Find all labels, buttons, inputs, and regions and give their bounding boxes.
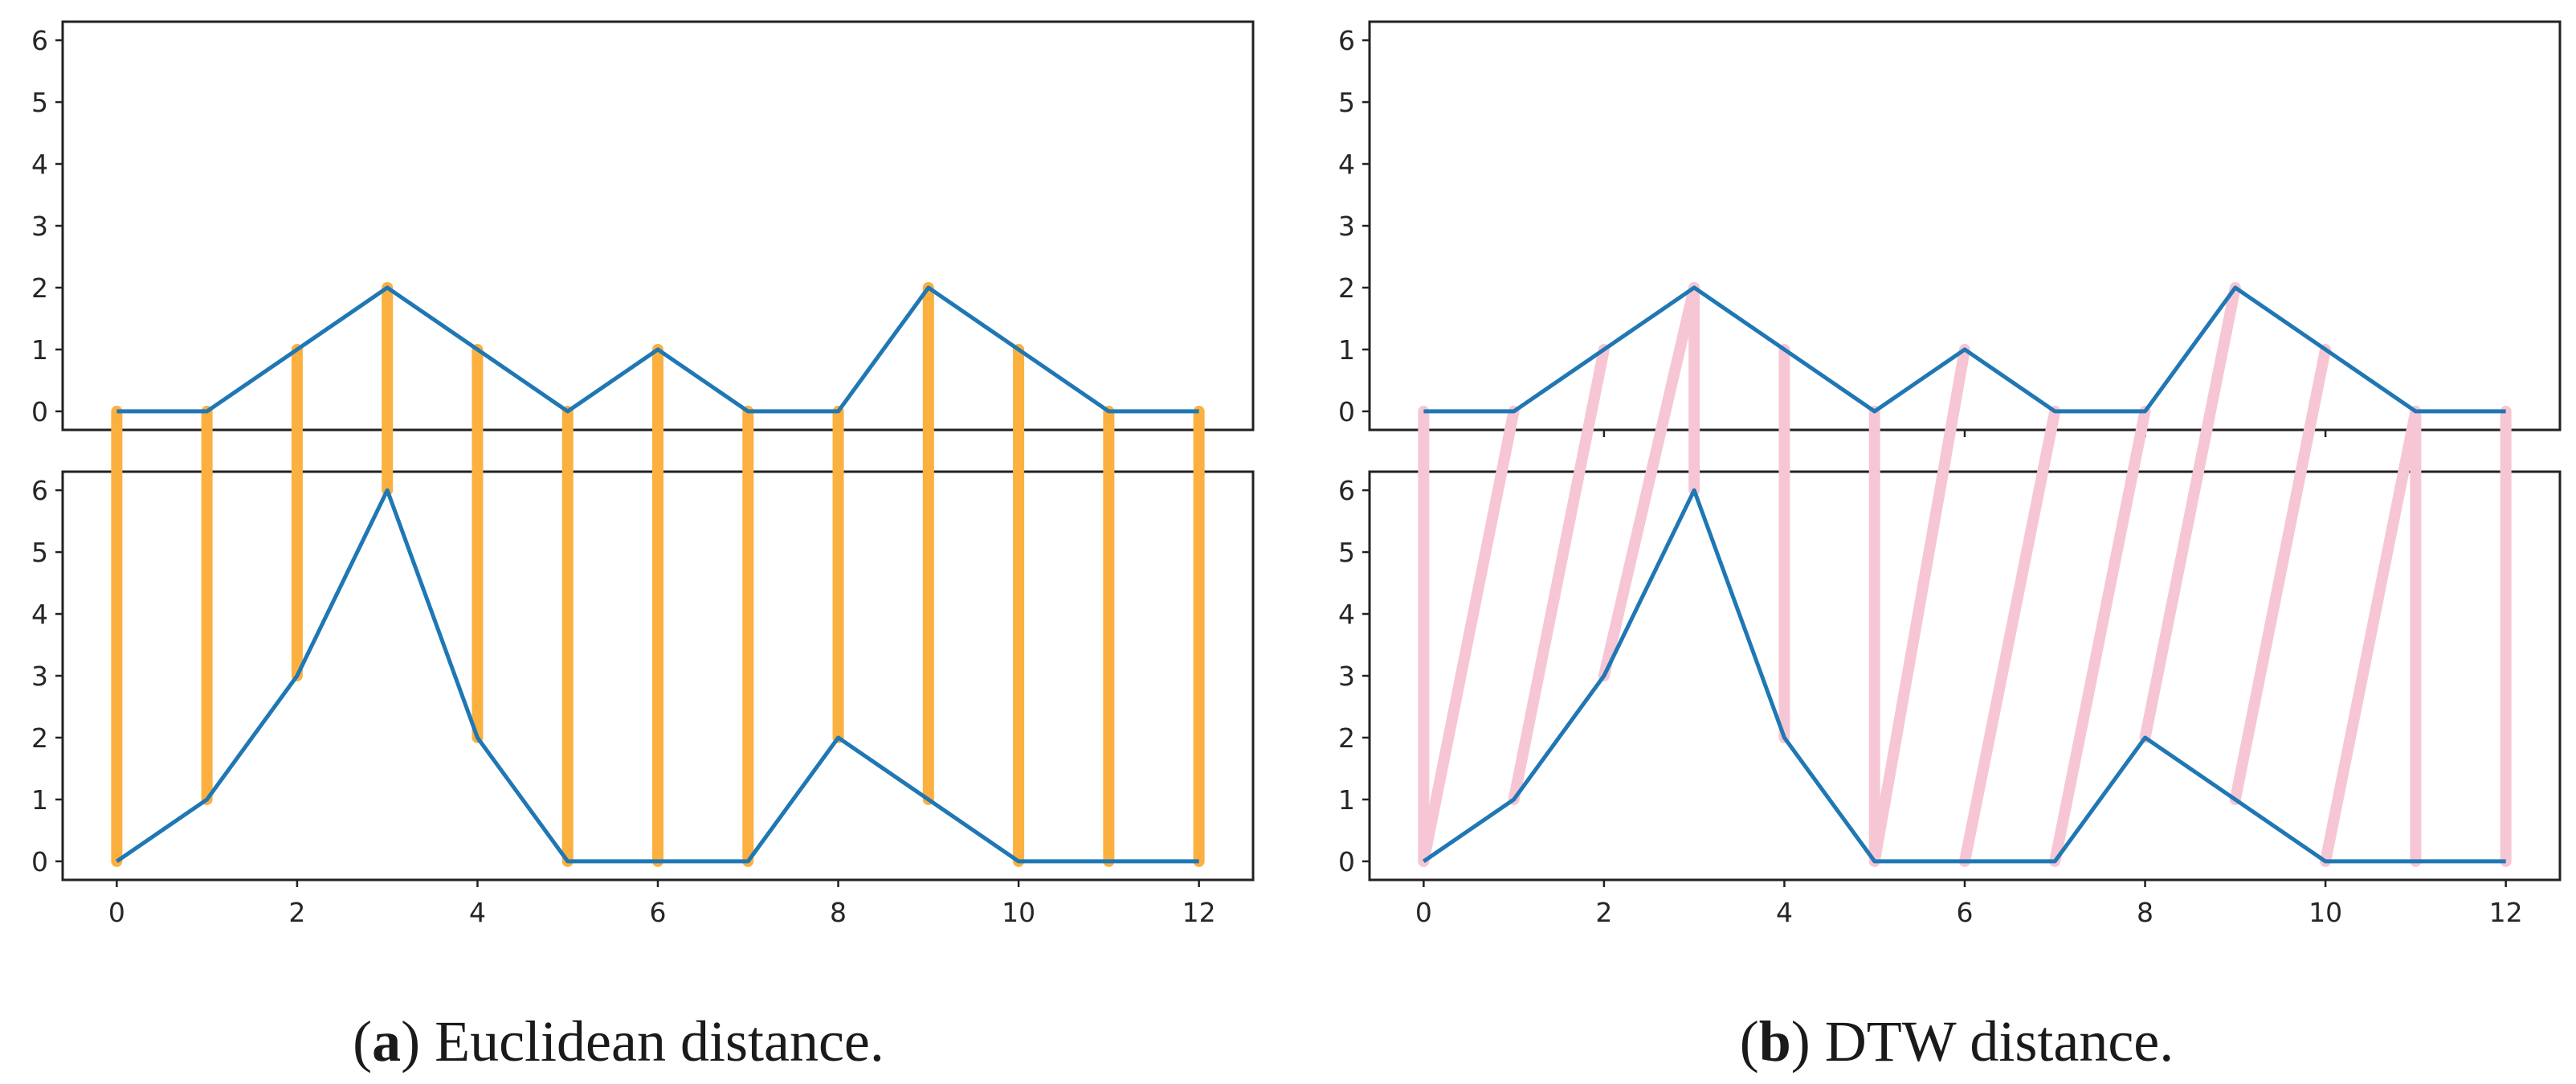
y-tick-label-top: 3 <box>1338 211 1355 242</box>
y-tick-label-bottom: 4 <box>1338 599 1355 630</box>
caption-b: (b) DTW distance. <box>1740 1009 2174 1074</box>
y-tick-label-bottom: 1 <box>31 784 48 816</box>
y-tick-label-bottom: 0 <box>31 846 48 877</box>
y-tick-label-top: 1 <box>1338 334 1355 366</box>
y-tick-label-bottom: 5 <box>31 537 48 568</box>
caption-a: (a) Euclidean distance. <box>353 1009 884 1074</box>
alignment-link <box>1418 405 1520 867</box>
x-tick-label: 2 <box>288 897 305 928</box>
y-tick-label-bottom: 2 <box>1338 722 1355 754</box>
y-tick-label-bottom: 6 <box>1338 475 1355 506</box>
y-tick-label-bottom: 4 <box>31 599 48 630</box>
alignment-link <box>2229 343 2332 805</box>
x-tick-label: 0 <box>1415 897 1432 928</box>
alignment-link <box>1598 281 1700 681</box>
alignment-link <box>2320 405 2422 867</box>
y-tick-label-bottom: 2 <box>31 722 48 754</box>
alignment-link <box>2139 281 2241 743</box>
y-tick-label-top: 2 <box>31 272 48 304</box>
y-tick-label-top: 5 <box>31 87 48 118</box>
y-tick-label-bottom: 3 <box>1338 661 1355 692</box>
alignment-link <box>1508 343 1610 805</box>
series-top-line <box>116 285 1199 414</box>
series-bottom-line <box>115 488 1199 864</box>
x-tick-label: 4 <box>1776 897 1793 928</box>
x-tick-label: 8 <box>830 897 847 928</box>
alignment-link <box>1868 343 1970 867</box>
y-tick-label-top: 0 <box>1338 396 1355 427</box>
y-tick-label-top: 4 <box>31 149 48 180</box>
x-tick-label: 10 <box>2309 897 2342 928</box>
y-tick-label-top: 0 <box>31 396 48 427</box>
y-tick-label-bottom: 0 <box>1338 846 1355 877</box>
x-tick-label: 6 <box>1957 897 1974 928</box>
x-tick-label: 0 <box>108 897 125 928</box>
y-tick-label-bottom: 3 <box>31 661 48 692</box>
y-tick-label-top: 4 <box>1338 149 1355 180</box>
x-tick-label: 6 <box>650 897 667 928</box>
x-tick-label: 12 <box>2489 897 2523 928</box>
y-tick-label-bottom: 5 <box>1338 537 1355 568</box>
x-tick-label: 8 <box>2137 897 2153 928</box>
y-tick-label-top: 1 <box>31 334 48 366</box>
y-tick-label-top: 2 <box>1338 272 1355 304</box>
series-bottom-line <box>1422 488 2506 864</box>
x-tick-label: 10 <box>1002 897 1035 928</box>
y-tick-label-top: 6 <box>31 25 48 56</box>
alignment-link <box>1959 405 2061 867</box>
y-tick-label-top: 6 <box>1338 25 1355 56</box>
axes-bottom-frame <box>1368 470 2562 882</box>
y-tick-label-bottom: 6 <box>31 475 48 506</box>
y-tick-label-top: 5 <box>1338 87 1355 118</box>
x-tick-label: 4 <box>469 897 486 928</box>
series-top-line <box>1423 285 2506 414</box>
y-tick-label-bottom: 1 <box>1338 784 1355 816</box>
x-tick-label: 12 <box>1182 897 1216 928</box>
y-tick-label-top: 3 <box>31 211 48 242</box>
x-tick-label: 2 <box>1595 897 1612 928</box>
alignment-link <box>2049 405 2151 867</box>
